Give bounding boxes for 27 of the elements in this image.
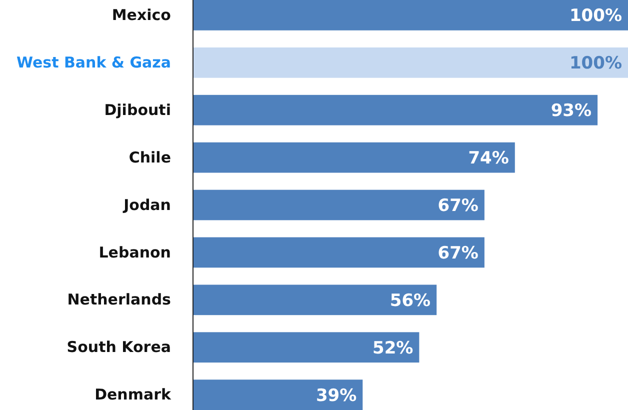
bar: [193, 237, 484, 268]
data-label: 67%: [438, 196, 478, 216]
bar: [193, 142, 515, 173]
y-tick-label: West Bank & Gaza: [16, 53, 171, 72]
bar: [193, 47, 628, 78]
data-label: 52%: [372, 338, 414, 358]
y-tick-label: Djibouti: [104, 100, 171, 119]
y-tick-label: Mexico: [112, 6, 171, 24]
data-label: 67%: [438, 243, 478, 264]
y-tick-label: Jodan: [122, 196, 171, 214]
y-tick-label: Chile: [128, 148, 171, 166]
bar: [193, 380, 363, 410]
data-label: 39%: [316, 386, 357, 406]
y-tick-label: South Korea: [66, 338, 171, 356]
data-label: 56%: [390, 290, 431, 311]
bar: [193, 332, 420, 363]
y-tick-label: Denmark: [94, 386, 172, 404]
data-label: 74%: [468, 148, 509, 168]
y-tick-label: Lebanon: [98, 243, 171, 262]
data-label: 93%: [550, 101, 592, 122]
y-tick-label: Netherlands: [67, 290, 172, 309]
data-label: 100%: [569, 6, 622, 26]
bar: [193, 190, 484, 220]
bar: [193, 94, 598, 126]
bar: [193, 0, 628, 30]
bar: [193, 284, 437, 316]
data-label: 100%: [569, 54, 622, 74]
